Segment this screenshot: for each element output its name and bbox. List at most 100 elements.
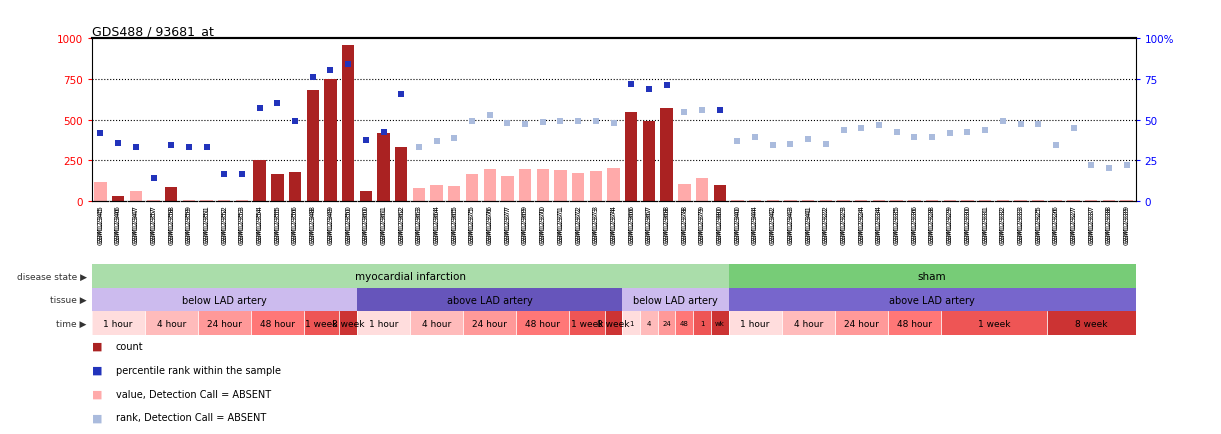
Bar [1032, 201, 1044, 202]
Bar [306, 91, 319, 202]
Bar [1103, 201, 1115, 202]
Text: ■: ■ [92, 341, 103, 351]
Text: 24 hour: 24 hour [206, 319, 242, 328]
Bar [236, 201, 248, 202]
Text: 1 hour: 1 hour [740, 319, 769, 328]
Bar [519, 169, 531, 202]
Bar [342, 46, 354, 202]
Text: GSM12346: GSM12346 [115, 207, 121, 245]
Text: GSM12323: GSM12323 [840, 207, 846, 245]
Text: GSM12341: GSM12341 [805, 207, 811, 245]
Text: 24 hour: 24 hour [473, 319, 507, 328]
Text: GSM12325: GSM12325 [1035, 207, 1042, 245]
Text: above LAD artery: above LAD artery [447, 295, 532, 305]
Text: 1 week: 1 week [570, 319, 603, 328]
Text: GSM12344: GSM12344 [752, 207, 758, 245]
Text: GSM12322: GSM12322 [823, 207, 829, 245]
Text: 48 hour: 48 hour [260, 319, 294, 328]
Text: 4: 4 [647, 320, 651, 326]
Bar [1085, 201, 1098, 202]
Text: GSM12365: GSM12365 [452, 207, 458, 245]
Text: below LAD artery: below LAD artery [634, 295, 718, 305]
Bar [590, 172, 602, 202]
Text: GSM12353: GSM12353 [239, 207, 245, 245]
Text: percentile rank within the sample: percentile rank within the sample [116, 365, 281, 375]
Text: GSM12379: GSM12379 [700, 207, 705, 245]
Text: GSM12374: GSM12374 [610, 207, 617, 245]
Text: GSM12338: GSM12338 [1106, 207, 1112, 245]
Text: GSM12357: GSM12357 [150, 207, 156, 245]
Bar [908, 201, 921, 202]
Text: GSM12349: GSM12349 [327, 207, 333, 245]
Bar [855, 201, 867, 202]
Bar [112, 197, 125, 202]
Bar [219, 201, 231, 202]
Text: GSM12334: GSM12334 [875, 207, 882, 245]
Text: GSM12348: GSM12348 [310, 207, 316, 245]
Text: GSM12366: GSM12366 [629, 207, 634, 245]
Text: 1: 1 [629, 320, 634, 326]
Text: 1 hour: 1 hour [104, 319, 133, 328]
Text: GSM12364: GSM12364 [433, 207, 440, 245]
Text: GSM12363: GSM12363 [416, 207, 422, 245]
Bar [625, 112, 637, 202]
Text: 1 week: 1 week [305, 319, 338, 328]
Text: GSM12340: GSM12340 [734, 207, 740, 245]
Text: GSM12355: GSM12355 [275, 207, 281, 245]
Text: GSM12378: GSM12378 [681, 207, 687, 245]
Text: ■: ■ [92, 365, 103, 375]
Bar [1067, 201, 1079, 202]
Text: GSM12370: GSM12370 [540, 207, 546, 245]
Bar [767, 201, 779, 202]
Text: GSM12332: GSM12332 [1000, 207, 1006, 245]
Text: 24: 24 [662, 320, 672, 326]
Text: GSM12333: GSM12333 [1017, 207, 1023, 245]
Text: count: count [116, 341, 144, 351]
Bar [571, 173, 585, 202]
Bar [979, 201, 991, 202]
Text: 48: 48 [680, 320, 689, 326]
Text: 1 hour: 1 hour [369, 319, 398, 328]
Text: myocardial infarction: myocardial infarction [354, 272, 465, 281]
Bar [819, 201, 832, 202]
Text: GSM12362: GSM12362 [398, 207, 404, 245]
Bar [873, 201, 885, 202]
Bar [802, 201, 814, 202]
Text: GSM12354: GSM12354 [256, 207, 263, 245]
Text: 8 week: 8 week [1074, 319, 1107, 328]
Bar [1121, 201, 1133, 202]
Bar [748, 200, 762, 202]
Bar [678, 185, 691, 202]
Bar [431, 185, 443, 202]
Bar [200, 201, 212, 202]
Text: GSM12372: GSM12372 [575, 207, 581, 245]
Text: GSM12361: GSM12361 [381, 207, 387, 245]
Bar [607, 168, 620, 202]
Bar [926, 201, 938, 202]
Bar [148, 201, 160, 202]
Text: 48 hour: 48 hour [897, 319, 932, 328]
Text: GSM12337: GSM12337 [1088, 207, 1094, 245]
Text: ■: ■ [92, 389, 103, 398]
Text: GSM12347: GSM12347 [133, 207, 139, 245]
Bar [961, 201, 973, 202]
Bar [165, 187, 177, 202]
Text: GSM12324: GSM12324 [858, 207, 864, 245]
Text: time ▶: time ▶ [56, 319, 87, 328]
Text: above LAD artery: above LAD artery [889, 295, 974, 305]
Text: GSM12345: GSM12345 [98, 207, 104, 245]
Text: 1: 1 [700, 320, 705, 326]
Bar [713, 185, 726, 202]
Bar [254, 161, 266, 202]
Bar [554, 171, 567, 202]
Bar [271, 174, 283, 202]
Text: GSM12367: GSM12367 [646, 207, 652, 245]
Text: GDS488 / 93681_at: GDS488 / 93681_at [92, 25, 214, 38]
Bar [1050, 201, 1062, 202]
Text: 48 hour: 48 hour [525, 319, 560, 328]
Text: 4 hour: 4 hour [794, 319, 823, 328]
Text: GSM12373: GSM12373 [593, 207, 598, 245]
Bar [642, 122, 656, 202]
Bar [696, 178, 708, 202]
Text: GSM12327: GSM12327 [1071, 207, 1077, 245]
